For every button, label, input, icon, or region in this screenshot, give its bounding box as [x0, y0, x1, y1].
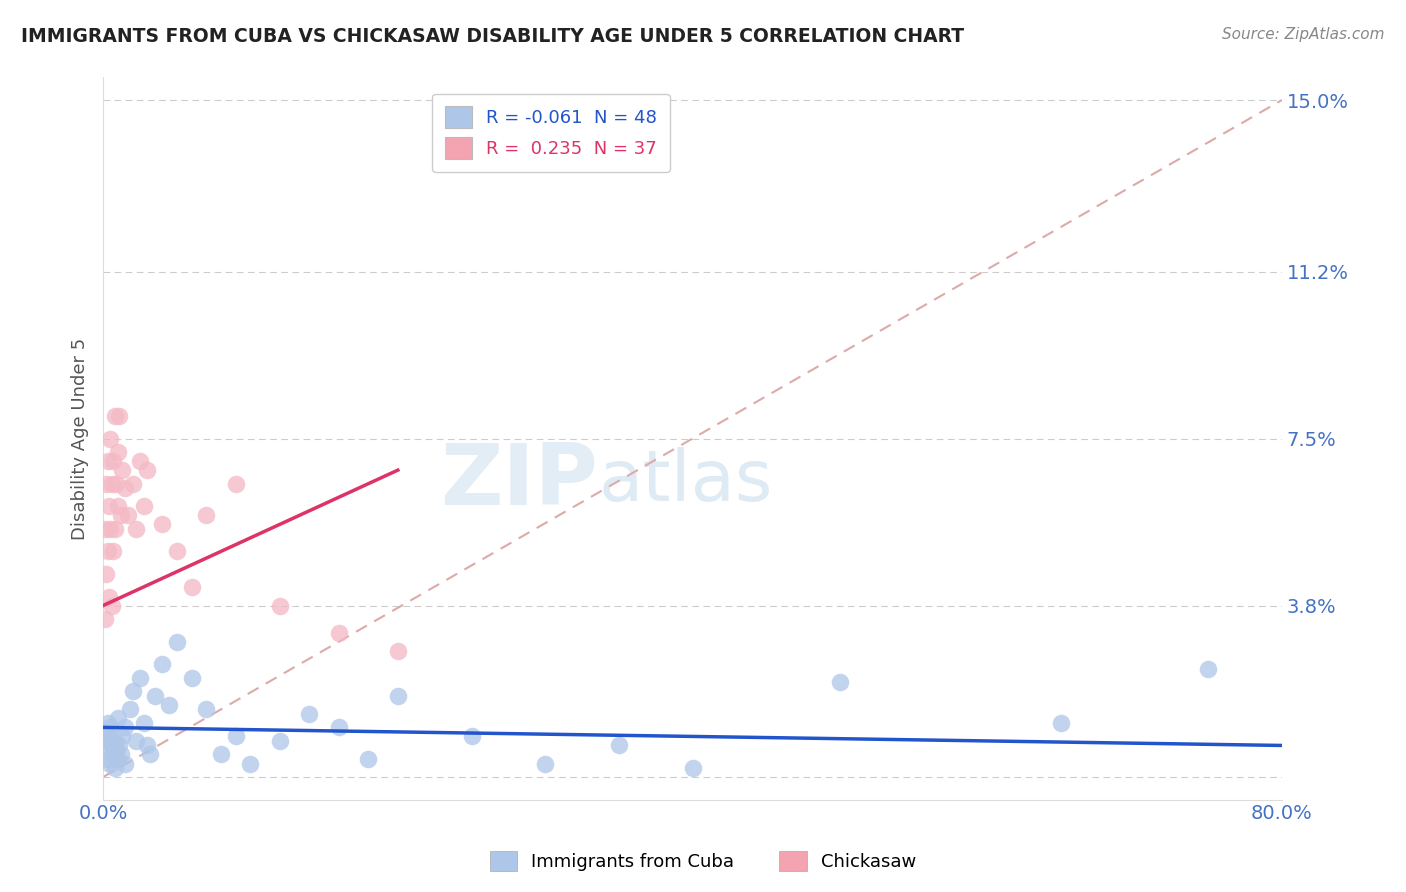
Point: [828, 675, 851, 690]
Point: [534, 756, 557, 771]
Point: [121, 476, 143, 491]
Point: [166, 544, 188, 558]
Point: [460, 730, 482, 744]
Point: [94, 566, 117, 581]
Point: [180, 671, 202, 685]
Point: [98, 743, 121, 757]
Point: [101, 599, 124, 613]
Point: [104, 409, 127, 423]
Point: [114, 720, 136, 734]
Point: [107, 752, 129, 766]
Point: [180, 581, 202, 595]
Point: [159, 698, 181, 712]
Point: [94, 725, 117, 739]
Point: [298, 706, 321, 721]
Point: [104, 522, 127, 536]
Point: [682, 761, 704, 775]
Point: [98, 500, 121, 514]
Point: [114, 756, 136, 771]
Point: [93, 734, 115, 748]
Point: [1050, 715, 1073, 730]
Point: [195, 702, 218, 716]
Text: ZIP: ZIP: [440, 441, 598, 524]
Point: [100, 522, 122, 536]
Point: [94, 476, 117, 491]
Point: [328, 625, 350, 640]
Point: [93, 522, 115, 536]
Y-axis label: Disability Age Under 5: Disability Age Under 5: [72, 337, 89, 540]
Point: [108, 409, 131, 423]
Point: [107, 711, 129, 725]
Point: [105, 476, 128, 491]
Point: [110, 508, 132, 523]
Point: [225, 730, 247, 744]
Point: [136, 463, 159, 477]
Point: [100, 756, 122, 771]
Point: [96, 752, 118, 766]
Point: [98, 730, 121, 744]
Point: [239, 756, 262, 771]
Text: Source: ZipAtlas.com: Source: ZipAtlas.com: [1222, 27, 1385, 42]
Point: [104, 761, 127, 775]
Point: [134, 500, 156, 514]
Point: [108, 739, 131, 753]
Point: [118, 702, 141, 716]
Point: [96, 454, 118, 468]
Point: [269, 599, 291, 613]
Point: [124, 522, 146, 536]
Point: [104, 734, 127, 748]
Point: [117, 508, 139, 523]
Point: [107, 445, 129, 459]
Point: [150, 517, 173, 532]
Point: [134, 715, 156, 730]
Point: [136, 739, 159, 753]
Point: [103, 454, 125, 468]
Point: [105, 743, 128, 757]
Point: [96, 544, 118, 558]
Point: [124, 734, 146, 748]
Point: [98, 590, 121, 604]
Point: [103, 747, 125, 762]
Text: IMMIGRANTS FROM CUBA VS CHICKASAW DISABILITY AGE UNDER 5 CORRELATION CHART: IMMIGRANTS FROM CUBA VS CHICKASAW DISABI…: [21, 27, 965, 45]
Legend: Immigrants from Cuba, Chickasaw: Immigrants from Cuba, Chickasaw: [482, 844, 924, 879]
Point: [101, 739, 124, 753]
Point: [107, 500, 129, 514]
Point: [96, 715, 118, 730]
Point: [357, 752, 380, 766]
Point: [110, 747, 132, 762]
Point: [269, 734, 291, 748]
Point: [103, 544, 125, 558]
Point: [139, 747, 162, 762]
Point: [129, 671, 152, 685]
Point: [143, 689, 166, 703]
Point: [209, 747, 232, 762]
Point: [387, 643, 409, 657]
Point: [150, 657, 173, 672]
Point: [121, 684, 143, 698]
Point: [225, 476, 247, 491]
Point: [100, 432, 122, 446]
Point: [93, 612, 115, 626]
Point: [607, 739, 630, 753]
Point: [111, 730, 134, 744]
Text: atlas: atlas: [598, 448, 773, 516]
Point: [101, 476, 124, 491]
Point: [195, 508, 218, 523]
Point: [129, 454, 152, 468]
Point: [100, 720, 122, 734]
Point: [387, 689, 409, 703]
Point: [114, 481, 136, 495]
Point: [328, 720, 350, 734]
Point: [1197, 662, 1219, 676]
Point: [111, 463, 134, 477]
Legend: R = -0.061  N = 48, R =  0.235  N = 37: R = -0.061 N = 48, R = 0.235 N = 37: [432, 94, 669, 172]
Point: [166, 634, 188, 648]
